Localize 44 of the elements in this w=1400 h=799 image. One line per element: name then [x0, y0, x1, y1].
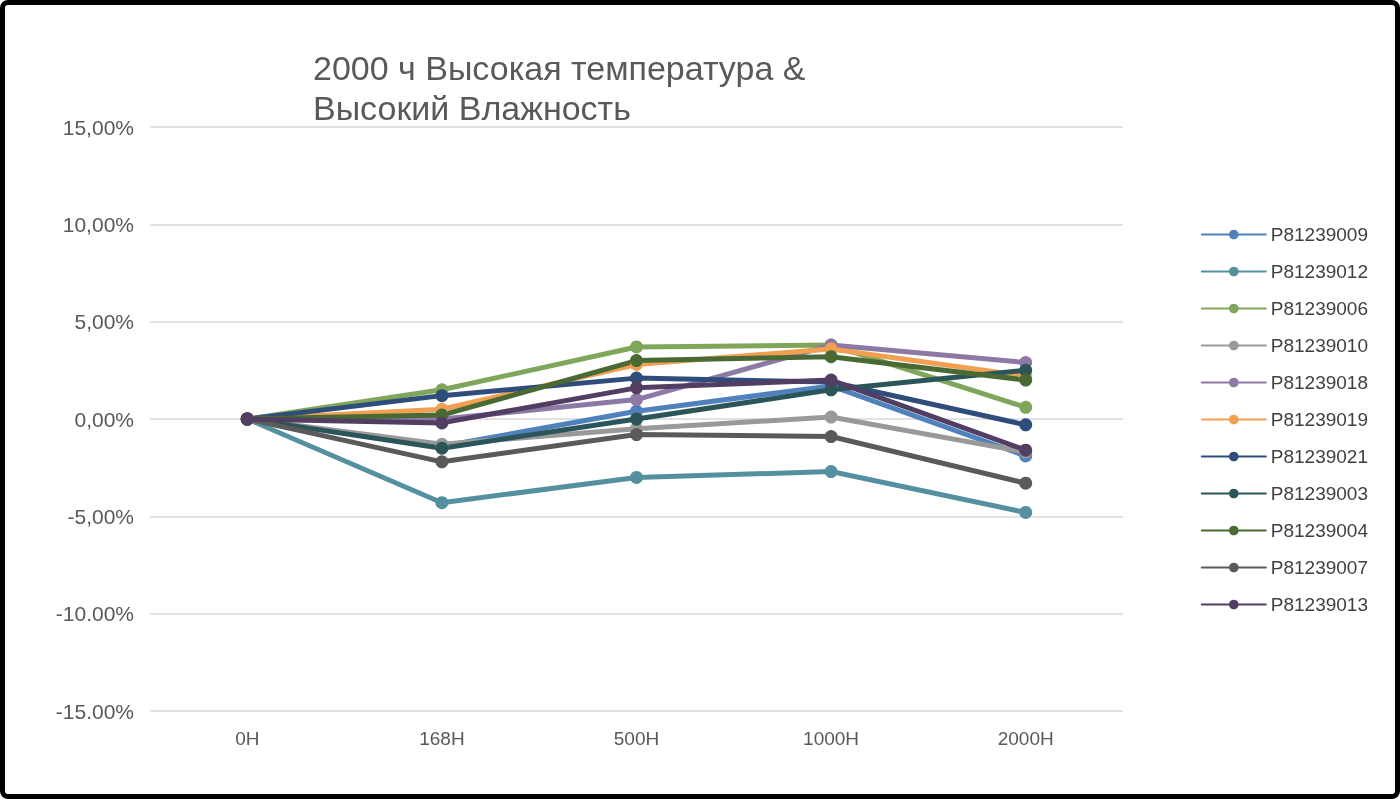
point — [435, 389, 449, 403]
point — [1019, 505, 1033, 519]
y-tick-label: 0,00% — [74, 407, 134, 431]
point — [630, 381, 643, 395]
point — [435, 416, 449, 430]
x-tick-label: 500H — [613, 728, 660, 749]
point — [630, 428, 643, 442]
point — [435, 455, 449, 469]
point — [630, 470, 643, 484]
legend-label: P81239019 — [1270, 409, 1369, 430]
legend-label: P81239004 — [1270, 520, 1369, 541]
point — [1019, 373, 1033, 387]
x-tick-label: 0H — [235, 728, 260, 749]
legend-label: P81239006 — [1270, 298, 1369, 319]
point — [1019, 400, 1033, 414]
point — [824, 430, 838, 444]
legend-label: P81239010 — [1270, 335, 1369, 356]
legend-label: P81239003 — [1270, 483, 1369, 504]
legend-label: P81239007 — [1270, 557, 1369, 578]
y-tick-label: -15.00% — [55, 699, 134, 723]
legend-label: P81239009 — [1270, 224, 1369, 245]
legend-label: P81239018 — [1270, 372, 1369, 393]
x-tick-label: 1000H — [803, 728, 860, 749]
chart-title: 2000 ч Высокая температура & Высокий Влажность — [313, 49, 815, 127]
x-tick-label: 168H — [419, 728, 465, 749]
point — [630, 412, 643, 426]
point — [435, 496, 449, 510]
y-tick-label: -5,00% — [67, 504, 134, 528]
y-tick-label: 10,00% — [62, 212, 134, 236]
legend-label: P81239012 — [1270, 261, 1369, 282]
y-tick-label: 15,00% — [62, 115, 134, 139]
y-tick-label: 5,00% — [74, 310, 134, 334]
point — [1019, 476, 1033, 490]
y-tick-label: -10.00% — [55, 602, 134, 626]
x-tick-label: 2000H — [997, 728, 1054, 749]
point — [1019, 418, 1033, 432]
point — [824, 410, 838, 424]
legend-label: P81239021 — [1270, 446, 1369, 467]
point — [824, 350, 838, 364]
point — [630, 393, 643, 407]
legend-label: P81239013 — [1270, 594, 1369, 615]
point — [630, 354, 643, 368]
point — [824, 465, 838, 479]
point — [630, 340, 643, 354]
